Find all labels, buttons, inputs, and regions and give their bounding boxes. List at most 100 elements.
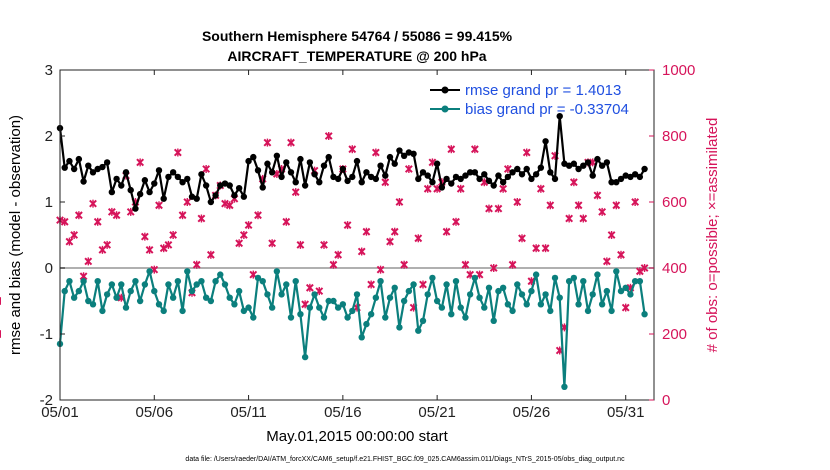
rmse-data-point xyxy=(509,169,516,176)
bias-data-point xyxy=(575,301,582,308)
rmse-data-point xyxy=(424,172,431,179)
rmse-data-point xyxy=(377,162,384,169)
obs-count-marker xyxy=(640,264,649,272)
bias-data-point xyxy=(372,294,380,301)
bias-data-point xyxy=(301,353,309,361)
obs-count-marker xyxy=(593,191,602,200)
bias-data-point xyxy=(452,278,460,285)
rmse-data-point xyxy=(542,138,549,145)
obs-count-marker xyxy=(371,148,380,157)
rmse-data-point xyxy=(169,169,177,176)
bias-data-point xyxy=(547,307,554,315)
rmse-data-point xyxy=(160,195,167,202)
bias-data-point xyxy=(231,301,238,308)
rmse-data-point xyxy=(537,164,545,171)
bias-data-point xyxy=(193,281,200,288)
obs-count-marker xyxy=(423,184,432,193)
bias-data-point xyxy=(481,304,488,311)
obs-count-marker xyxy=(173,148,182,157)
plot-area-frame xyxy=(59,69,655,401)
bias-data-point xyxy=(245,304,252,311)
legend: rmse grand pr = 1.4013 bias grand pr = -… xyxy=(430,82,629,118)
rmse-data-point xyxy=(320,162,328,169)
bias-data-point xyxy=(537,301,545,308)
obs-count-marker xyxy=(140,232,149,241)
rmse-data-point xyxy=(528,175,535,183)
obs-count-marker xyxy=(235,239,244,248)
bias-data-point xyxy=(94,278,101,285)
rmse-data-point xyxy=(235,184,243,192)
rmse-data-point xyxy=(466,169,474,176)
bias-data-point xyxy=(212,278,219,285)
bias-data-point xyxy=(438,304,446,311)
rmse-data-point xyxy=(339,165,347,173)
obs-count-marker xyxy=(324,132,333,140)
bias-data-point xyxy=(264,291,271,298)
rmse-data-point xyxy=(240,193,248,200)
bias-data-point xyxy=(306,304,314,311)
rmse-data-point xyxy=(136,190,144,198)
bias-data-point xyxy=(608,307,615,315)
rmse-data-point xyxy=(174,173,182,181)
rmse-data-point xyxy=(245,157,252,165)
rmse-data-point xyxy=(75,155,83,163)
y-right-tick-label: 800 xyxy=(662,128,687,145)
bias-data-point xyxy=(580,278,587,285)
obs-count-marker xyxy=(320,240,328,249)
bias-data-point xyxy=(179,307,186,315)
obs-count-marker xyxy=(305,283,314,292)
obs-count-marker xyxy=(489,264,498,272)
bias-data-point xyxy=(174,278,182,285)
rmse-data-point xyxy=(113,175,120,183)
rmse-data-point xyxy=(212,192,219,199)
rmse-data-point xyxy=(297,155,304,163)
bias-data-point xyxy=(622,284,629,291)
obs-count-marker xyxy=(282,217,291,226)
rmse-data-point xyxy=(594,155,601,163)
obs-count-marker xyxy=(536,184,545,193)
obs-count-marker xyxy=(452,217,460,226)
rmse-data-point xyxy=(613,179,620,186)
obs-count-marker xyxy=(112,211,121,220)
bias-data-point xyxy=(391,284,398,291)
bias-data-point xyxy=(542,291,549,298)
rmse-data-point xyxy=(617,175,625,183)
bias-data-point xyxy=(136,297,144,305)
obs-count-marker xyxy=(357,247,366,256)
x-tick-label: 05/16 xyxy=(324,404,362,421)
rmse-data-point xyxy=(358,179,365,186)
bias-data-point xyxy=(499,284,507,291)
obs-count-marker xyxy=(197,214,206,223)
obs-count-marker xyxy=(239,231,248,239)
rmse-data-point xyxy=(584,159,592,166)
obs-count-marker xyxy=(602,257,611,266)
bias-data-point xyxy=(85,297,92,305)
bias-data-point xyxy=(490,317,497,324)
bias-data-point xyxy=(631,278,639,285)
rmse-data-point xyxy=(514,165,521,173)
rmse-data-point xyxy=(132,205,139,212)
obs-count-marker xyxy=(635,267,644,276)
rmse-data-point xyxy=(462,172,469,179)
obs-count-marker xyxy=(442,227,451,236)
obs-count-marker xyxy=(65,237,74,246)
obs-count-marker xyxy=(513,198,522,206)
obs-count-marker xyxy=(74,211,83,220)
bias-data-point xyxy=(259,278,266,285)
data-file-footnote: data file: /Users/raeder/DAI/ATM_forcXX/… xyxy=(185,456,625,463)
bias-data-point xyxy=(561,383,568,390)
rmse-data-point xyxy=(151,180,158,187)
obs-count-marker xyxy=(598,207,607,216)
bias-data-point xyxy=(386,294,394,301)
bias-data-point xyxy=(127,287,134,295)
bias-data-point xyxy=(344,314,351,321)
legend-rmse-label: rmse grand pr = 1.4013 xyxy=(465,82,621,99)
rmse-data-point xyxy=(551,175,559,183)
obs-count-marker xyxy=(470,145,479,154)
rmse-data-point xyxy=(344,177,351,185)
bias-data-point xyxy=(250,314,257,321)
rmse-data-point xyxy=(415,175,422,183)
obs-count-marker xyxy=(169,231,178,239)
bias-data-point xyxy=(565,278,573,285)
